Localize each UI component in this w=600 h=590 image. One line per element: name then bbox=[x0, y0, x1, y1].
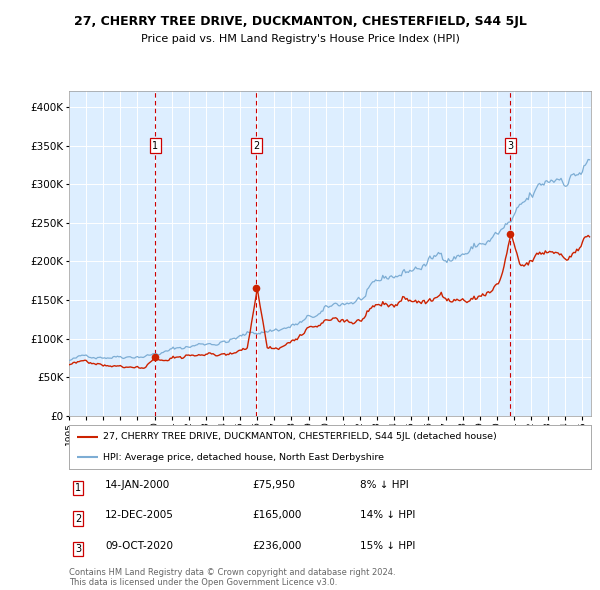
Text: 8% ↓ HPI: 8% ↓ HPI bbox=[360, 480, 409, 490]
Text: 2: 2 bbox=[75, 514, 81, 523]
Text: 1: 1 bbox=[152, 140, 158, 150]
Text: HPI: Average price, detached house, North East Derbyshire: HPI: Average price, detached house, Nort… bbox=[103, 453, 384, 461]
Text: 27, CHERRY TREE DRIVE, DUCKMANTON, CHESTERFIELD, S44 5JL: 27, CHERRY TREE DRIVE, DUCKMANTON, CHEST… bbox=[74, 15, 526, 28]
Text: 09-OCT-2020: 09-OCT-2020 bbox=[105, 541, 173, 551]
Text: 3: 3 bbox=[507, 140, 513, 150]
Text: 14-JAN-2000: 14-JAN-2000 bbox=[105, 480, 170, 490]
Text: £165,000: £165,000 bbox=[252, 510, 301, 520]
Text: 15% ↓ HPI: 15% ↓ HPI bbox=[360, 541, 415, 551]
Text: Price paid vs. HM Land Registry's House Price Index (HPI): Price paid vs. HM Land Registry's House … bbox=[140, 34, 460, 44]
Text: 3: 3 bbox=[75, 545, 81, 554]
Text: £75,950: £75,950 bbox=[252, 480, 295, 490]
Text: 14% ↓ HPI: 14% ↓ HPI bbox=[360, 510, 415, 520]
Text: 1: 1 bbox=[75, 483, 81, 493]
Text: 12-DEC-2005: 12-DEC-2005 bbox=[105, 510, 174, 520]
Text: £236,000: £236,000 bbox=[252, 541, 301, 551]
Text: Contains HM Land Registry data © Crown copyright and database right 2024.
This d: Contains HM Land Registry data © Crown c… bbox=[69, 568, 395, 587]
Text: 2: 2 bbox=[253, 140, 260, 150]
Text: 27, CHERRY TREE DRIVE, DUCKMANTON, CHESTERFIELD, S44 5JL (detached house): 27, CHERRY TREE DRIVE, DUCKMANTON, CHEST… bbox=[103, 432, 497, 441]
